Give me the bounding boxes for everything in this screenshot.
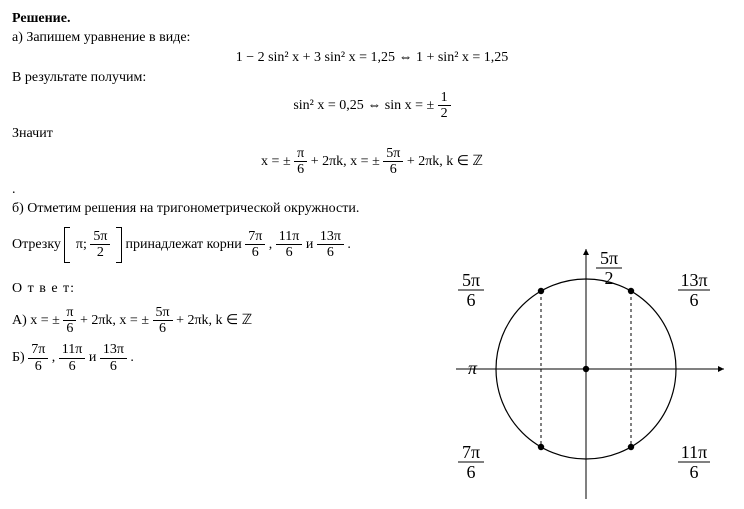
eq3-frac2: 5π 6 [383, 146, 403, 178]
svg-text:11π: 11π [681, 442, 707, 462]
equation-2: sin² x = 0,25 ⇔ sin x = ± 1 2 [12, 90, 732, 122]
aAf1d: 6 [63, 321, 76, 336]
solution-heading: Решение. [12, 11, 732, 27]
eq2-num: 1 [438, 90, 451, 106]
svg-text:6: 6 [690, 290, 699, 310]
comma2: , [52, 350, 59, 365]
svg-text:5π: 5π [462, 270, 480, 290]
stray-dot: . [12, 182, 732, 198]
and2: и [89, 350, 100, 365]
unit-circle-svg: 5π25π613π6π7π611π6 [446, 244, 736, 504]
root2: 11π6 [276, 229, 303, 261]
aAf1n: π [63, 305, 76, 321]
eq3-f2d: 6 [383, 162, 403, 177]
line-znachit: Значит [12, 126, 732, 142]
svg-text:6: 6 [467, 462, 476, 482]
part-a-intro: а) Запишем уравнение в виде: [12, 30, 732, 46]
eq1-text: 1 − 2 sin² x + 3 sin² x = 1,25 ⇔ 1 + sin… [236, 50, 509, 65]
answer-b-label: Б) [12, 350, 28, 365]
segment-word: Отрезку [12, 237, 64, 252]
svg-text:π: π [468, 358, 478, 378]
aB1n: 7π [28, 342, 48, 358]
svg-text:7π: 7π [462, 442, 480, 462]
r2n: 11π [276, 229, 303, 245]
answer-a: А) x = ± π6 + 2πk, x = ± 5π6 + 2πk, k ∈ … [12, 305, 452, 337]
svg-text:6: 6 [467, 290, 476, 310]
eq3-f1d: 6 [294, 162, 307, 177]
part-b-intro: б) Отметим решения на тригонометрической… [12, 201, 732, 217]
bracket-left-icon [64, 227, 70, 263]
eq3-a: x = ± [261, 154, 291, 169]
root1: 7π6 [245, 229, 265, 261]
aB1d: 6 [28, 359, 48, 374]
bracket-right-icon [116, 227, 122, 263]
line-result: В результате получим: [12, 70, 732, 86]
seg-hi-d: 2 [90, 245, 110, 260]
unit-circle-diagram: 5π25π613π6π7π611π6 [446, 244, 736, 509]
seg-hi-n: 5π [90, 229, 110, 245]
eq2-lhs: sin² x = 0,25 ⇔ sin x = ± [293, 98, 434, 113]
belongs-word: принадлежат корни [125, 237, 245, 252]
aAf2n: 5π [153, 305, 173, 321]
and1: и [306, 237, 317, 252]
eq3-frac1: π 6 [294, 146, 307, 178]
r1d: 6 [245, 245, 265, 260]
ansA-f2: 5π6 [153, 305, 173, 337]
eq3-f2n: 5π [383, 146, 403, 162]
svg-text:2: 2 [605, 268, 614, 288]
comma1: , [269, 237, 276, 252]
aB2n: 11π [59, 342, 86, 358]
period1: . [347, 237, 351, 252]
equation-3: x = ± π 6 + 2πk, x = ± 5π 6 + 2πk, k ∈ ℤ [12, 146, 732, 178]
ansB-1: 7π6 [28, 342, 48, 374]
svg-text:13π: 13π [680, 270, 707, 290]
answer-heading: О т в е т: [12, 281, 452, 297]
aB3n: 13π [100, 342, 127, 358]
svg-text:6: 6 [690, 462, 699, 482]
ansA-tail: + 2πk, k ∈ ℤ [176, 313, 252, 328]
answer-b: Б) 7π6 , 11π6 и 13π6 . [12, 342, 452, 374]
eq2-den: 2 [438, 106, 451, 121]
ansA-1: x = ± [30, 313, 60, 328]
seg-lo: π; [76, 237, 90, 252]
eq3-tail: + 2πk, k ∈ ℤ [407, 154, 483, 169]
ansB-3: 13π6 [100, 342, 127, 374]
aB3d: 6 [100, 359, 127, 374]
svg-text:5π: 5π [600, 248, 618, 268]
answer-a-label: А) [12, 313, 30, 328]
ansB-2: 11π6 [59, 342, 86, 374]
aB2d: 6 [59, 359, 86, 374]
ansA-mid: + 2πk, x = ± [80, 313, 149, 328]
seg-hi: 5π 2 [90, 229, 110, 261]
equation-1: 1 − 2 sin² x + 3 sin² x = 1,25 ⇔ 1 + sin… [12, 50, 732, 66]
r3n: 13π [317, 229, 344, 245]
aAf2d: 6 [153, 321, 173, 336]
r2d: 6 [276, 245, 303, 260]
segment-line: Отрезку π; 5π 2 принадлежат корни 7π6 , … [12, 227, 452, 263]
period2: . [130, 350, 134, 365]
r1n: 7π [245, 229, 265, 245]
r3d: 6 [317, 245, 344, 260]
eq2-frac: 1 2 [438, 90, 451, 122]
eq3-mid: + 2πk, x = ± [311, 154, 380, 169]
ansA-f1: π6 [63, 305, 76, 337]
root3: 13π6 [317, 229, 344, 261]
eq3-f1n: π [294, 146, 307, 162]
